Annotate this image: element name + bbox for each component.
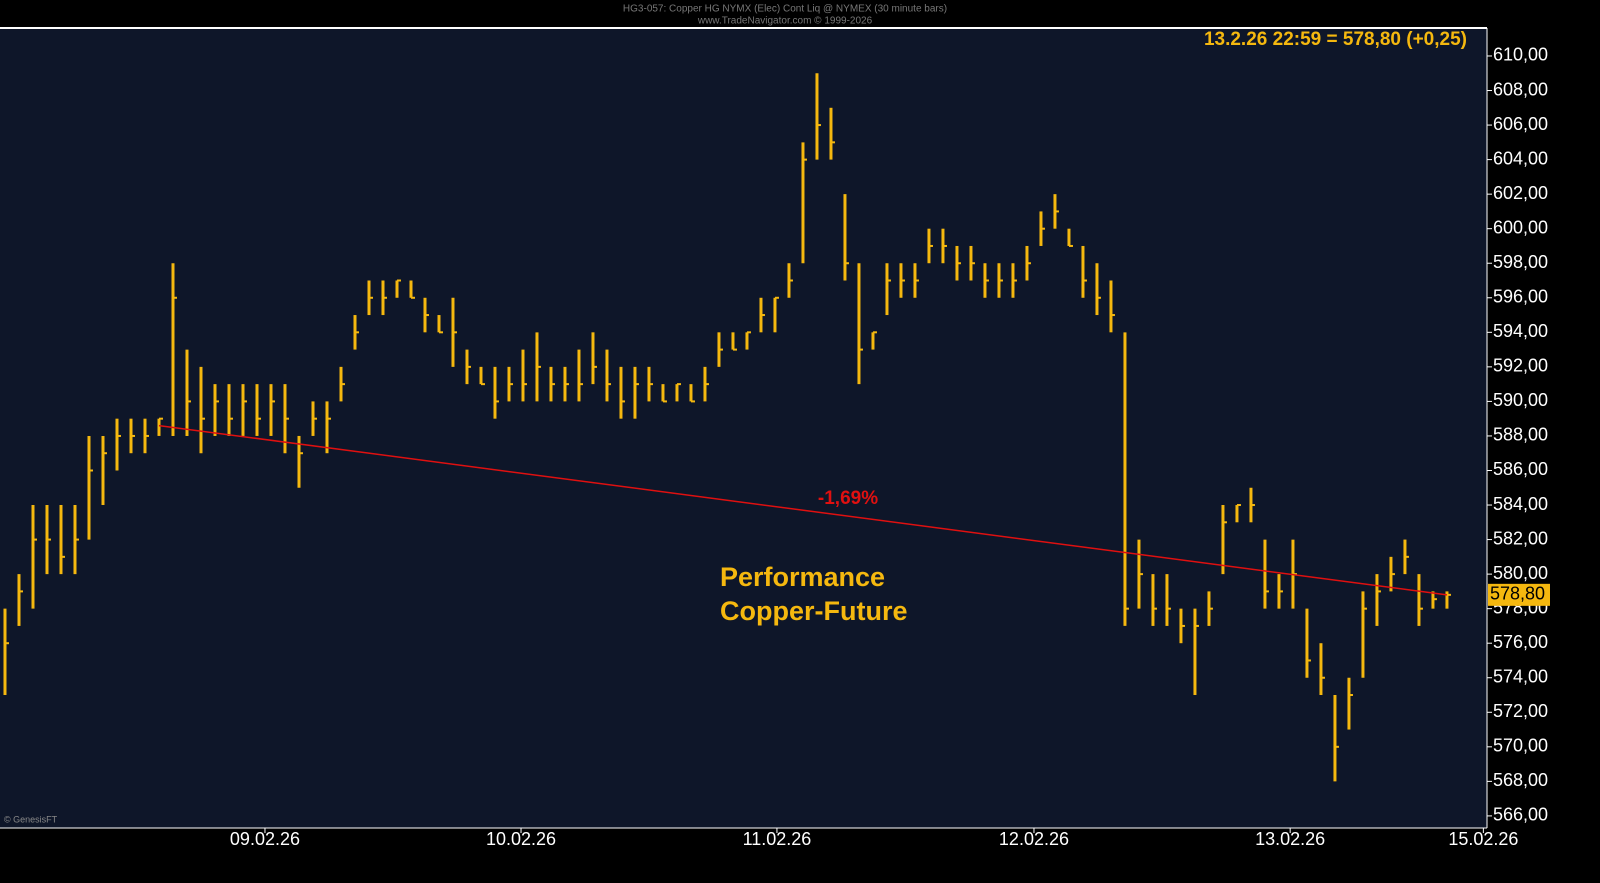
- x-tick-label: 10.02.26: [486, 829, 556, 849]
- y-tick-label: 594,00: [1493, 321, 1548, 341]
- annotation: Performance: [720, 562, 885, 592]
- credit: © GenesisFT: [4, 814, 58, 824]
- last-price-label: 578,80: [1490, 584, 1545, 604]
- y-tick-label: 596,00: [1493, 287, 1548, 307]
- y-tick-label: 606,00: [1493, 114, 1548, 134]
- x-tick-label: 11.02.26: [743, 829, 812, 849]
- y-tick-label: 576,00: [1493, 632, 1548, 652]
- y-tick-label: 572,00: [1493, 701, 1548, 721]
- y-tick-label: 582,00: [1493, 528, 1548, 548]
- y-tick-label: 592,00: [1493, 356, 1548, 376]
- x-tick-label: 09.02.26: [230, 829, 300, 849]
- x-tick-label: 15.02.26: [1448, 829, 1518, 849]
- annotation: -1,69%: [818, 488, 878, 509]
- y-tick-label: 568,00: [1493, 770, 1548, 790]
- y-tick-label: 574,00: [1493, 666, 1548, 686]
- y-tick-label: 610,00: [1493, 45, 1548, 65]
- annotation: Copper-Future: [720, 596, 907, 626]
- y-tick-label: 566,00: [1493, 805, 1548, 825]
- plot-area: [0, 28, 1487, 828]
- y-tick-label: 588,00: [1493, 425, 1548, 445]
- y-tick-label: 608,00: [1493, 79, 1548, 99]
- y-tick-label: 586,00: [1493, 459, 1548, 479]
- y-tick-label: 598,00: [1493, 252, 1548, 272]
- y-tick-label: 584,00: [1493, 494, 1548, 514]
- last-price-box: [1488, 583, 1550, 606]
- y-tick-label: 580,00: [1493, 563, 1548, 583]
- y-tick-label: 602,00: [1493, 183, 1548, 203]
- chart-title: HG3-057: Copper HG NYMX (Elec) Cont Liq …: [623, 4, 947, 15]
- y-tick-label: 590,00: [1493, 390, 1548, 410]
- x-tick-label: 13.02.26: [1255, 829, 1325, 849]
- trend-line: [158, 424, 1448, 596]
- info-label: 13.2.26 22:59 = 578,80 (+0,25): [1204, 29, 1467, 50]
- y-tick-label: 604,00: [1493, 148, 1548, 168]
- y-tick-label: 570,00: [1493, 736, 1548, 756]
- y-tick-label: 600,00: [1493, 217, 1548, 237]
- chart-subtitle: www.TradeNavigator.com © 1999-2026: [697, 16, 873, 27]
- x-tick-label: 12.02.26: [999, 829, 1069, 849]
